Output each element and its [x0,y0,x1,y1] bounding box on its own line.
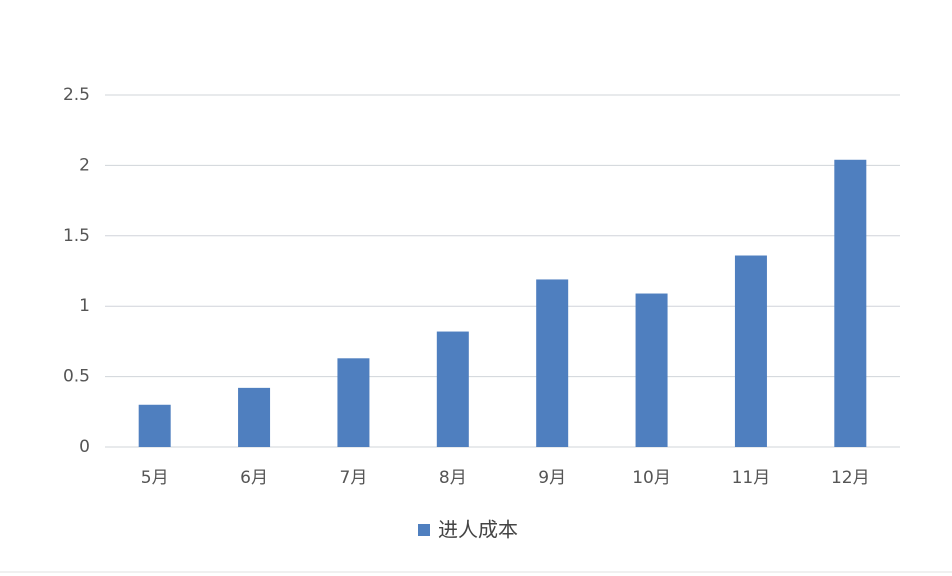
y-tick-label: 1.5 [63,226,90,246]
x-tick-label: 7月 [340,468,368,488]
bar [436,331,469,447]
y-tick-label: 0.5 [63,367,90,387]
y-tick-label: 2.5 [63,85,90,105]
bar [635,293,668,447]
bar [138,404,171,447]
x-tick-label: 9月 [538,468,566,488]
x-tick-label: 11月 [732,468,771,488]
bar [238,387,271,447]
y-tick-label: 2 [79,155,90,175]
bar [536,279,569,447]
legend-swatch [418,524,430,536]
legend-label: 进人成本 [438,518,518,542]
x-tick-label: 10月 [632,468,671,488]
y-tick-label: 0 [79,437,90,457]
x-tick-label: 5月 [141,468,169,488]
bar [834,159,867,447]
bar [734,255,767,447]
bar [337,358,370,447]
x-tick-label: 8月 [439,468,467,488]
y-tick-label: 1 [79,296,90,316]
x-tick-label: 6月 [240,468,268,488]
x-tick-label: 12月 [831,468,870,488]
